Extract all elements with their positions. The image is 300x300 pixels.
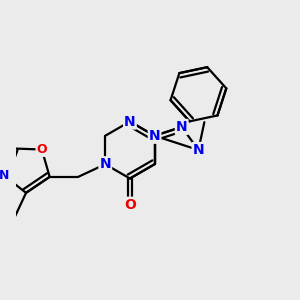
Text: N: N (0, 169, 9, 182)
Text: N: N (149, 129, 161, 143)
Text: O: O (124, 198, 136, 212)
Text: N: N (176, 120, 188, 134)
Text: N: N (124, 115, 136, 128)
Text: N: N (99, 157, 111, 171)
Text: N: N (193, 143, 204, 157)
Text: O: O (37, 143, 47, 156)
